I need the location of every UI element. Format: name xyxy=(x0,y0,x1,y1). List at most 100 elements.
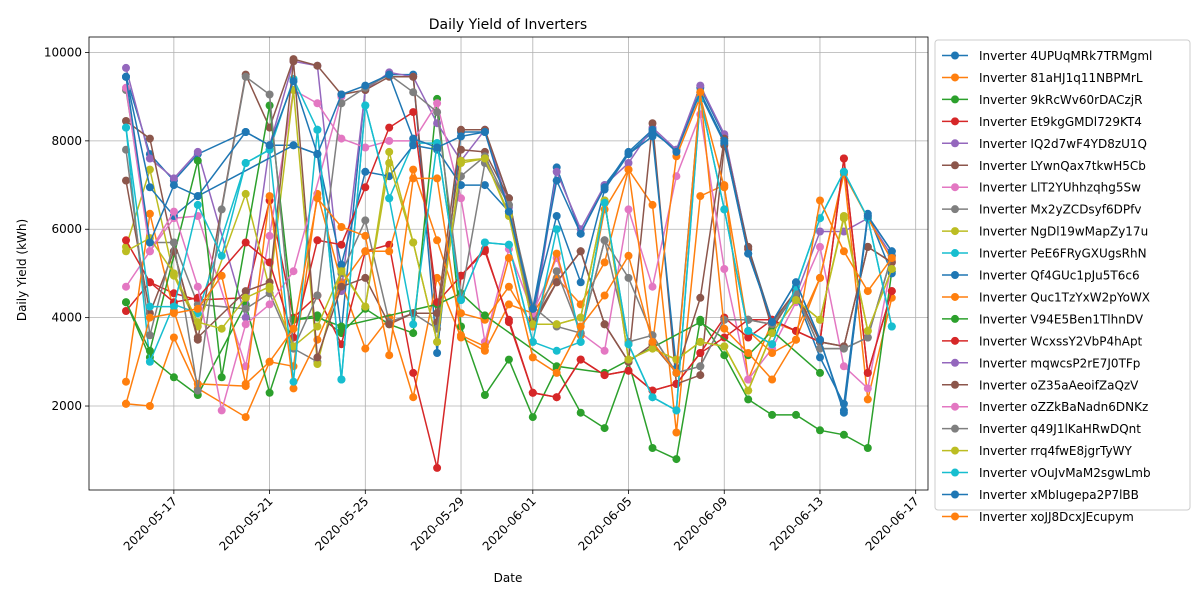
data-point xyxy=(720,351,729,360)
data-point xyxy=(145,402,154,410)
data-point xyxy=(887,254,896,262)
legend-swatch-marker xyxy=(951,95,959,104)
data-point xyxy=(313,194,322,203)
legend-label: Inverter xMbIugepa2P7lBB xyxy=(979,488,1139,502)
legend-swatch-marker xyxy=(951,139,959,148)
data-point xyxy=(122,72,130,81)
data-point xyxy=(576,337,585,346)
legend-item: Inverter Quc1TzYxW2pYoWX xyxy=(942,290,1150,304)
legend-item: Inverter PeE6FRyGXUgsRhN xyxy=(942,247,1147,261)
data-point xyxy=(361,273,370,282)
data-point xyxy=(265,282,274,291)
data-point xyxy=(385,123,394,132)
data-point xyxy=(313,61,322,70)
data-point xyxy=(313,150,322,159)
series-line xyxy=(125,88,893,390)
data-point xyxy=(337,267,346,276)
data-point xyxy=(696,192,705,201)
data-point xyxy=(528,337,537,346)
data-point xyxy=(863,326,872,335)
data-point xyxy=(169,333,178,342)
data-point xyxy=(457,296,465,304)
data-point xyxy=(169,207,178,216)
legend-label: Inverter IQ2d7wF4YD8zU1Q xyxy=(979,137,1147,151)
data-point xyxy=(433,236,442,245)
data-point xyxy=(169,269,178,278)
data-point xyxy=(887,322,896,331)
data-point xyxy=(552,368,561,377)
data-point xyxy=(576,322,585,331)
data-point xyxy=(313,291,322,300)
data-point xyxy=(433,337,442,346)
data-point xyxy=(337,134,346,143)
data-point xyxy=(480,311,489,320)
legend-item: Inverter rrq4fwE8jgrTyWY xyxy=(942,444,1132,458)
data-point xyxy=(409,329,418,338)
data-point xyxy=(193,386,202,395)
data-point xyxy=(768,375,777,384)
data-point xyxy=(337,240,346,249)
legend-swatch-marker xyxy=(951,271,959,279)
data-point xyxy=(169,302,178,311)
legend-item: Inverter Mx2yZCDsyf6DPfv xyxy=(942,203,1141,217)
data-point xyxy=(145,209,154,218)
data-point xyxy=(624,273,633,282)
data-point xyxy=(624,355,633,364)
data-point xyxy=(839,430,848,439)
data-point xyxy=(552,267,561,276)
data-point xyxy=(696,81,705,90)
data-point xyxy=(576,313,585,322)
data-point xyxy=(480,128,489,136)
data-point xyxy=(648,393,657,402)
data-point xyxy=(433,298,442,307)
legend-swatch-marker xyxy=(951,402,959,411)
data-point xyxy=(648,282,657,291)
data-point xyxy=(696,337,705,346)
data-point xyxy=(528,388,537,397)
legend-label: Inverter NgDl19wMapZy17u xyxy=(979,225,1148,239)
data-point xyxy=(145,331,154,340)
data-point xyxy=(337,322,346,331)
data-point xyxy=(289,384,298,393)
legend-item: Inverter WcxssY2VbP4hApt xyxy=(942,334,1143,348)
data-point xyxy=(552,176,561,185)
data-point xyxy=(552,393,561,402)
data-point xyxy=(409,368,418,377)
data-point xyxy=(289,342,298,351)
legend-label: Inverter vOuJvMaM2sgwLmb xyxy=(979,466,1151,480)
legend-swatch-marker xyxy=(951,358,959,367)
legend-item: Inverter Et9kgGMDl729KT4 xyxy=(942,115,1142,129)
data-point xyxy=(720,315,729,324)
data-point xyxy=(744,249,753,258)
data-point xyxy=(145,134,154,143)
data-point xyxy=(361,216,370,225)
data-point xyxy=(313,313,322,322)
data-point xyxy=(433,108,442,117)
legend-item: Inverter 9kRcWv60rDACzjR xyxy=(942,93,1142,107)
data-point xyxy=(265,101,274,110)
data-point xyxy=(217,324,226,333)
data-point xyxy=(624,165,633,174)
legend-item: Inverter 81aHJ1q11NBPMrL xyxy=(942,71,1143,85)
data-point xyxy=(193,318,202,327)
data-point xyxy=(648,119,657,128)
data-point xyxy=(433,119,442,128)
data-point xyxy=(624,251,633,260)
data-point xyxy=(816,242,824,251)
data-point xyxy=(863,242,872,251)
legend-label: Inverter xoJJ8DcxJEcupym xyxy=(979,510,1134,524)
data-point xyxy=(792,410,800,419)
data-point xyxy=(839,344,848,353)
data-point xyxy=(361,81,370,90)
data-point xyxy=(816,426,824,435)
data-point xyxy=(768,410,777,419)
data-point xyxy=(696,362,705,371)
data-point xyxy=(217,406,226,415)
data-point xyxy=(433,143,442,152)
series-line xyxy=(125,98,893,461)
data-point xyxy=(145,165,154,174)
data-point xyxy=(816,335,824,344)
data-point xyxy=(457,181,465,190)
series-7 xyxy=(122,86,896,393)
legend-label: Inverter 9kRcWv60rDACzjR xyxy=(979,93,1142,107)
